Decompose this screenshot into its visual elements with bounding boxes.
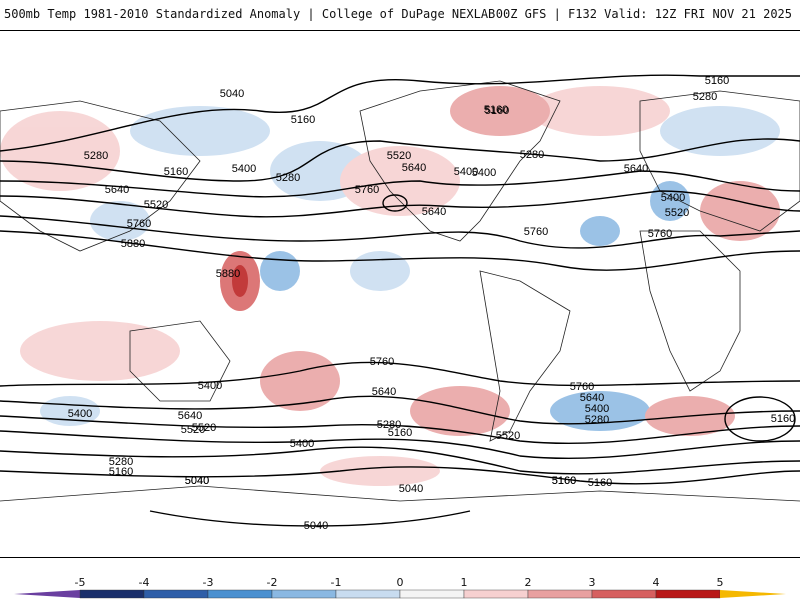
map-panel: 5040 5160 5280 5160 5400 5640 5520 5760 … xyxy=(0,30,800,558)
colorbar-tick-label: 2 xyxy=(524,576,532,589)
contour-label: 5040 xyxy=(399,483,423,495)
colorbar-tick-label: 0 xyxy=(396,576,404,589)
height-contours xyxy=(0,74,800,527)
contour-label: 5400 xyxy=(585,403,609,415)
valid-time-label: 00Z GFS | F132 Valid: 12Z FRI NOV 21 202… xyxy=(495,7,792,21)
contour-label: 5280 xyxy=(693,91,717,103)
colorbar-segment xyxy=(271,589,337,599)
contour-label: 5040 xyxy=(220,88,244,100)
colorbar-svg xyxy=(14,589,786,599)
world-map-icon: 5040 5160 5280 5160 5400 5640 5520 5760 … xyxy=(0,74,800,532)
contour-label: 5400 xyxy=(198,380,222,392)
contour-label: 5760 xyxy=(355,184,379,196)
contour-label: 5280 xyxy=(84,150,108,162)
contour-label: 5640 xyxy=(624,163,648,175)
contour-label: 5400 xyxy=(454,166,478,178)
colorbar-tick-label: 1 xyxy=(460,576,468,589)
colorbar-segment xyxy=(655,589,721,599)
contour-label: 5040 xyxy=(185,475,209,487)
chart-title: 500mb Temp 1981-2010 Standardized Anomal… xyxy=(4,7,496,21)
colorbar-tick-label: -4 xyxy=(138,576,150,589)
contour-label: 5400 xyxy=(232,163,256,175)
contour-label: 5640 xyxy=(178,410,202,422)
contour-label: 5520 xyxy=(387,150,411,162)
colorbar-tick-label: -1 xyxy=(330,576,342,589)
contour-label: 5640 xyxy=(372,386,396,398)
colorbar-tick-label: 5 xyxy=(716,576,724,589)
contour-label: 5040 xyxy=(185,475,209,487)
contour-label: 5160 xyxy=(388,427,412,439)
contour-label: 5520 xyxy=(665,207,689,219)
colorbar-segment xyxy=(399,589,465,599)
colorbar-segments xyxy=(79,589,721,599)
contour-label: 5760 xyxy=(524,226,548,238)
contour-label: 5160 xyxy=(771,413,795,425)
colorbar-segment xyxy=(143,589,209,599)
contour-label: 5280 xyxy=(520,149,544,161)
colorbar-segment xyxy=(207,589,273,599)
anomaly-shading xyxy=(0,86,780,486)
contour-label: 5160 xyxy=(109,466,133,478)
colorbar-segment xyxy=(527,589,593,599)
contour-label: 5520 xyxy=(144,199,168,211)
contour-label: 5400 xyxy=(661,192,685,204)
contour-label: 5160 xyxy=(552,475,576,487)
colorbar-end-left xyxy=(14,590,80,598)
colorbar-tick-label: 3 xyxy=(588,576,596,589)
contour-label: 5160 xyxy=(588,477,612,489)
contour-label: 5280 xyxy=(585,414,609,426)
contour-label: 5160 xyxy=(552,475,576,487)
contour-label: 5160 xyxy=(291,114,315,126)
colorbar-segment xyxy=(79,589,145,599)
contour-label: 5640 xyxy=(422,206,446,218)
contour-label: 5400 xyxy=(290,438,314,450)
contour-label: 5760 xyxy=(570,381,594,393)
contour-label: 5040 xyxy=(304,520,328,532)
contour-label: 5160 xyxy=(705,75,729,87)
contour-label: 5520 xyxy=(192,422,216,434)
contour-label: 5400 xyxy=(472,167,496,179)
contour-label: 5160 xyxy=(485,105,509,117)
colorbar-tick-label: 4 xyxy=(652,576,660,589)
contour-label: 5160 xyxy=(164,166,188,178)
colorbar-tick-label: -3 xyxy=(202,576,214,589)
contour-label: 5640 xyxy=(105,184,129,196)
contour-label: 5640 xyxy=(402,162,426,174)
contour-label: 5880 xyxy=(121,238,145,250)
contour-label: 5280 xyxy=(377,419,401,431)
colorbar-segment xyxy=(463,589,529,599)
colorbar-tick-label: -5 xyxy=(74,576,86,589)
contour-label: 5520 xyxy=(181,424,205,436)
header: 500mb Temp 1981-2010 Standardized Anomal… xyxy=(0,0,800,30)
contour-label: 5520 xyxy=(496,430,520,442)
contour-labels: 5040 5160 5280 5160 5400 5640 5520 5760 … xyxy=(68,75,795,532)
contour-label: 5160 xyxy=(484,104,508,116)
continent-outlines xyxy=(0,80,800,502)
contour-label: 5760 xyxy=(370,356,394,368)
contour-label: 5760 xyxy=(127,218,151,230)
colorbar-segment xyxy=(335,589,401,599)
contour-label: 5640 xyxy=(580,392,604,404)
contour-label: 5880 xyxy=(216,268,240,280)
colorbar-end-right xyxy=(720,590,786,598)
colorbar-segment xyxy=(591,589,657,599)
contour-label: 5280 xyxy=(109,456,133,468)
colorbar-tick-label: -2 xyxy=(266,576,278,589)
colorbar xyxy=(0,560,800,600)
contour-label: 5280 xyxy=(276,172,300,184)
contour-label: 5400 xyxy=(68,408,92,420)
contour-label: 5760 xyxy=(648,228,672,240)
